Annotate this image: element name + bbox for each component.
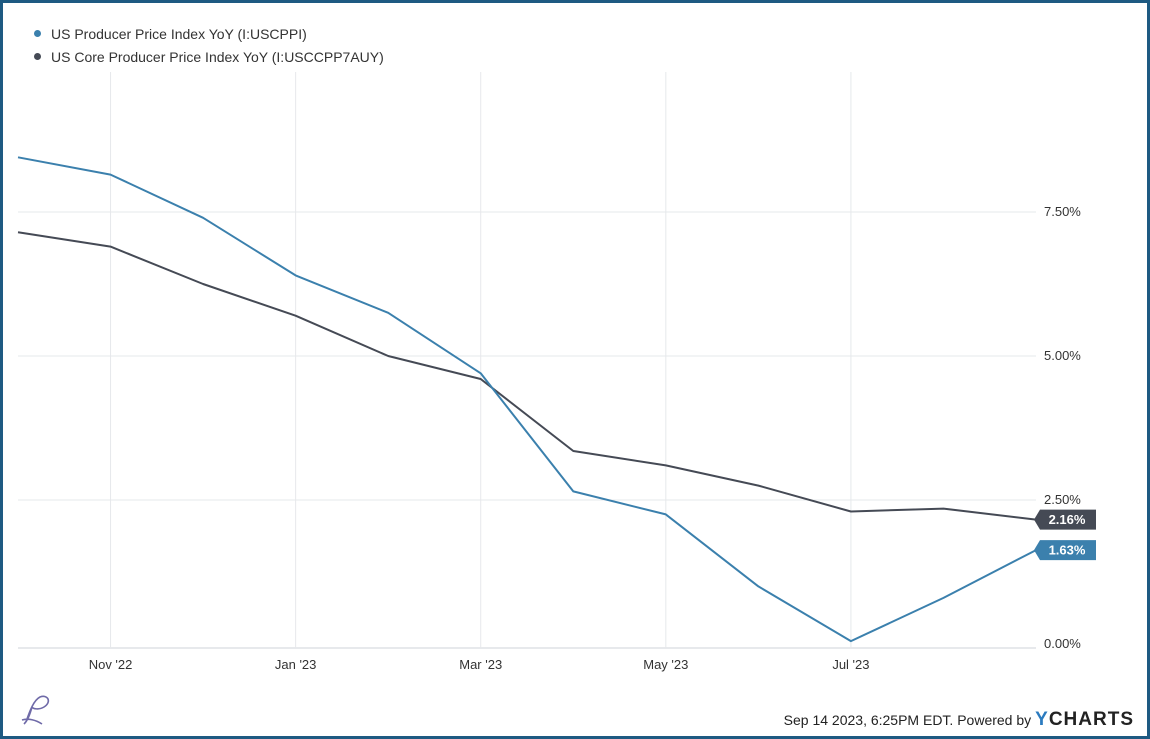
legend-item-ppi[interactable]: US Producer Price Index YoY (I:USCPPI) xyxy=(34,22,384,45)
x-tick-label: May '23 xyxy=(643,657,688,672)
ycharts-logo[interactable]: YCHARTS xyxy=(1035,709,1134,731)
last-value-label-0: 1.63% xyxy=(1049,543,1086,558)
legend-dot-ppi xyxy=(34,30,41,37)
x-tick-label: Jul '23 xyxy=(832,657,869,672)
legend-item-core-ppi[interactable]: US Core Producer Price Index YoY (I:USCC… xyxy=(34,45,384,68)
last-value-tag-0 xyxy=(1034,540,1096,561)
y-tick-label: 0.00% xyxy=(1044,636,1081,651)
y-tick-label: 7.50% xyxy=(1044,204,1081,219)
x-tick-label: Mar '23 xyxy=(459,657,502,672)
ycharts-logo-text: CHARTS xyxy=(1048,709,1134,730)
legend-label-ppi: US Producer Price Index YoY (I:USCPPI) xyxy=(51,25,307,42)
legend: US Producer Price Index YoY (I:USCPPI) U… xyxy=(34,22,384,68)
last-value-tag-1 xyxy=(1034,509,1096,530)
ycharts-logo-y: Y xyxy=(1035,709,1049,730)
x-tick-label: Nov '22 xyxy=(89,657,133,672)
series-line-1 xyxy=(17,231,1037,521)
script-p-logo-icon xyxy=(21,695,50,725)
footer: Sep 14 2023, 6:25PM EDT. Powered by YCHA… xyxy=(784,709,1134,731)
footer-timestamp: Sep 14 2023, 6:25PM EDT. Powered by xyxy=(783,712,1032,728)
legend-label-core-ppi: US Core Producer Price Index YoY (I:USCC… xyxy=(51,48,384,65)
y-tick-label: 2.50% xyxy=(1044,492,1081,507)
last-value-label-1: 2.16% xyxy=(1049,512,1086,527)
series-line-0 xyxy=(17,156,1037,643)
x-tick-label: Jan '23 xyxy=(275,657,317,672)
y-tick-label: 5.00% xyxy=(1044,348,1081,363)
legend-dot-core-ppi xyxy=(34,53,41,60)
